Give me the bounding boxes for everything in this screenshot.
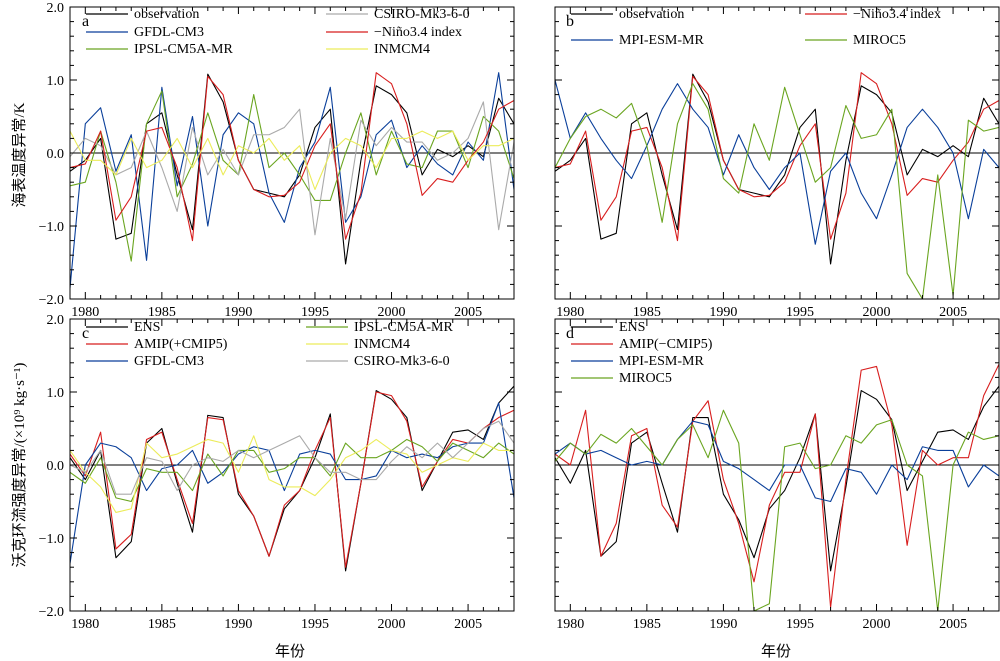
y-tick-label: −1.0	[39, 532, 64, 547]
panel-a: 1980 1985 1990 1995 2000 2005 2.0 1.0 0.0 −1.0 −2.…	[39, 1, 515, 320]
x-tick-label: 1985	[148, 617, 176, 632]
x-tick-label: 1985	[633, 305, 661, 320]
x-tick-label: 1995	[786, 305, 814, 320]
series-line-csiro-mk3-6-0	[70, 101, 514, 236]
series-line-csiro-mk3-6-0	[70, 420, 514, 495]
legend-label: MIROC5	[853, 33, 906, 48]
panel-c: 1980 1985 1990 1995 2000 2005 2.0 1.0 0.0 −1.0 −2.…	[39, 313, 515, 632]
series-line-ipsl-cm5a-mr	[70, 90, 514, 262]
x-tick-label: 1980	[556, 305, 584, 320]
y-tick-label: 0.0	[47, 459, 65, 474]
series-line-mpi-esm-mr	[555, 79, 999, 245]
x-tick-label: 1995	[786, 617, 814, 632]
legend-label: GFDL-CM3	[134, 354, 204, 369]
x-tick-label: 1980	[71, 305, 99, 320]
series-line--ni-o3-4-index	[555, 72, 999, 242]
legend: ENS AMIP(+CMIP5) GFDL-CM3 IPSL-CM5A-MR INMCM…	[86, 320, 453, 369]
series-line-observation	[70, 73, 514, 265]
legend-label: GFDL-CM3	[134, 25, 204, 40]
series-line-mpi-esm-mr	[555, 420, 999, 503]
panel-d: 1980 1985 1990 1995 2000 2005 ENS AMIP(−CMIP5) M…	[554, 318, 1000, 632]
series-line-amip-cmip5-	[555, 364, 999, 608]
legend-label: ENS	[619, 320, 645, 335]
y-tick-label: −1.0	[39, 220, 64, 235]
x-tick-label: 2000	[863, 617, 891, 632]
x-tick-label: 1990	[709, 617, 737, 632]
panel-b-plot: 1980 1985 1990 1995 2000 2005 observation MPI-E…	[554, 6, 1000, 320]
panel-c-plot: 1980 1985 1990 1995 2000 2005 2.0 1.0 0.0 −1.0 −2.…	[39, 313, 515, 632]
legend-label: CSIRO-Mk3-6-0	[374, 7, 470, 22]
legend: observation MPI-ESM-MR −Niño3.4 index MIROC…	[571, 7, 941, 48]
panel-b-letter: b	[566, 13, 574, 30]
legend: ENS AMIP(−CMIP5) MPI-ESM-MR MIROC5	[571, 320, 713, 386]
series-line--ni-o3-4-index	[70, 72, 514, 242]
y-tick-label: −2.0	[39, 293, 64, 308]
legend-label: observation	[134, 7, 199, 22]
x-tick-label: 1995	[301, 305, 329, 320]
panel-d-plot: 1980 1985 1990 1995 2000 2005 ENS AMIP(−CMIP5) M…	[554, 318, 1000, 632]
x-axis-title-right: 年份	[761, 643, 791, 660]
series-line-gfdl-cm3	[70, 72, 514, 289]
x-tick-label: 1990	[224, 617, 252, 632]
y-tick-label: 2.0	[47, 1, 65, 16]
series-line-ipsl-cm5a-mr	[70, 438, 514, 503]
legend-label: MPI-ESM-MR	[619, 33, 704, 48]
series-line-ens	[555, 385, 999, 572]
y-tick-label: 1.0	[47, 386, 65, 401]
panel-d-letter: d	[566, 325, 574, 342]
legend-label: −Niño3.4 index	[853, 7, 941, 22]
panel-a-plot: 1980 1985 1990 1995 2000 2005 2.0 1.0 0.0 −1.0 −2.…	[39, 1, 515, 320]
series-line-gfdl-cm3	[70, 402, 514, 564]
x-tick-label: 2000	[863, 305, 891, 320]
panel-c-letter: c	[82, 325, 89, 342]
x-tick-label: 1985	[633, 617, 661, 632]
series-group	[70, 385, 514, 572]
legend-label: IPSL-CM5A-MR	[354, 320, 453, 335]
legend-label: observation	[619, 7, 684, 22]
legend: observation GFDL-CM3 IPSL-CM5A-MR CSIRO-Mk3…	[86, 7, 470, 57]
legend-label: AMIP(+CMIP5)	[134, 337, 228, 352]
x-tick-label: 2005	[454, 617, 482, 632]
x-tick-label: 1990	[709, 305, 737, 320]
x-axis-title-left: 年份	[275, 643, 305, 660]
y-tick-label: −2.0	[39, 605, 64, 620]
series-group	[555, 72, 999, 299]
series-line-inmcm4	[70, 435, 514, 514]
series-line-ens	[70, 385, 514, 572]
y-axis-title-bottom: 沃克环流强度异常/(×10⁹ kg·s⁻¹)	[11, 363, 28, 568]
panel-a-letter: a	[82, 13, 89, 30]
legend-label: IPSL-CM5A-MR	[134, 42, 233, 57]
y-tick-label: 1.0	[47, 74, 65, 89]
legend-label: −Niño3.4 index	[374, 25, 462, 40]
x-tick-label: 1985	[148, 305, 176, 320]
legend-label: AMIP(−CMIP5)	[619, 337, 713, 352]
legend-label: INMCM4	[354, 337, 410, 352]
series-group	[555, 364, 999, 611]
y-tick-label: 2.0	[47, 313, 65, 328]
x-tick-label: 1980	[71, 617, 99, 632]
x-tick-label: 2005	[939, 617, 967, 632]
panel-b: 1980 1985 1990 1995 2000 2005 observation MPI-E…	[554, 6, 1000, 320]
series-group	[70, 72, 514, 289]
legend-label: INMCM4	[374, 42, 430, 57]
series-line-amip-cmip5-	[70, 391, 514, 568]
x-tick-label: 1980	[556, 617, 584, 632]
x-tick-label: 1990	[224, 305, 252, 320]
legend-label: MIROC5	[619, 371, 672, 386]
series-line-observation	[555, 73, 999, 265]
series-line-inmcm4	[70, 130, 514, 191]
x-tick-label: 2005	[939, 305, 967, 320]
y-axis-title-top: 海表温度异常/K	[11, 102, 28, 207]
x-tick-label: 1995	[301, 617, 329, 632]
y-tick-label: 0.0	[47, 147, 65, 162]
series-line-miroc5	[555, 83, 999, 299]
x-tick-label: 2005	[454, 305, 482, 320]
series-line-miroc5	[555, 409, 999, 611]
x-tick-label: 2000	[378, 305, 406, 320]
x-tick-label: 2000	[378, 617, 406, 632]
legend-label: ENS	[134, 320, 160, 335]
legend-label: CSIRO-Mk3-6-0	[354, 354, 450, 369]
legend-label: MPI-ESM-MR	[619, 354, 704, 369]
